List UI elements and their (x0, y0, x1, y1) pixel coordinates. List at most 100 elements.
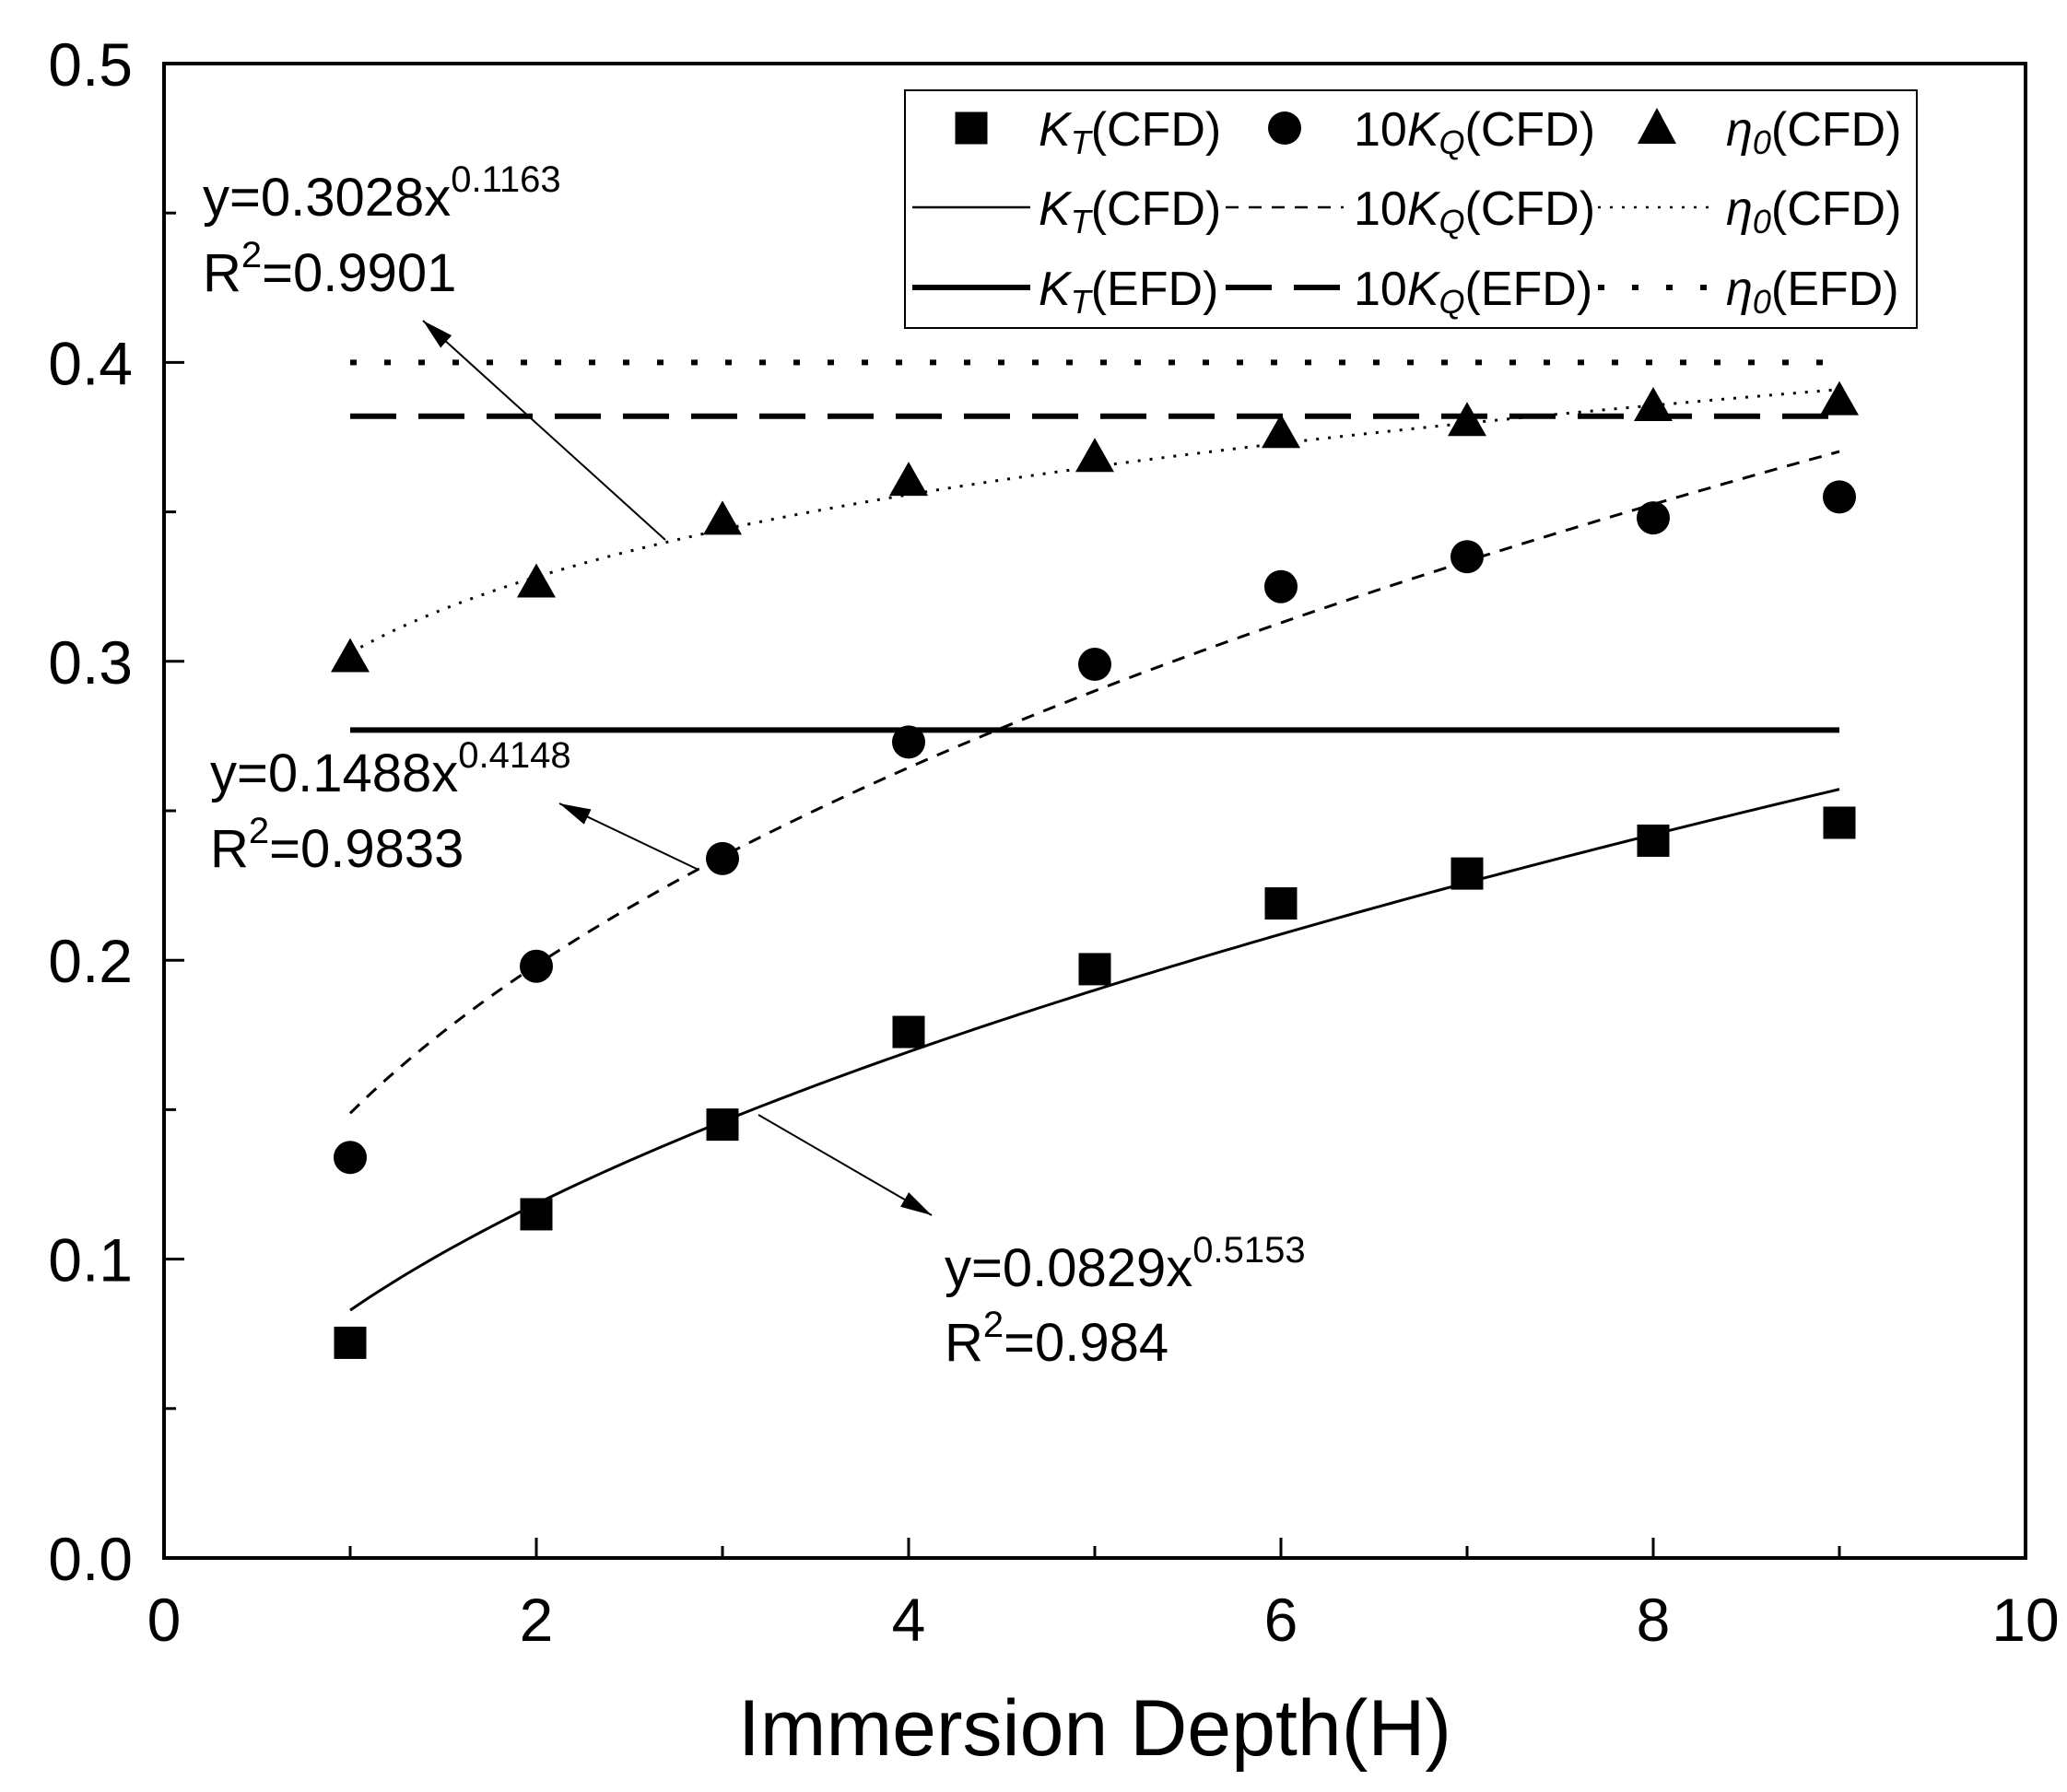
kq-cfd-point (1264, 569, 1298, 603)
eta0-cfd-point (331, 638, 370, 673)
legend-label-base: η (1726, 263, 1753, 316)
annotation-kt-fit: y=0.0829x0.5153 R2=0.984 (758, 1114, 1306, 1373)
kt-cfd-point (520, 1198, 553, 1231)
legend-label-base: K (1039, 182, 1073, 236)
eta0-cfd-point (1820, 381, 1859, 416)
eta0-cfd-point (1075, 438, 1114, 473)
legend-label-kt-efd: KT(EFD) (1039, 263, 1218, 321)
annotation-arrow (422, 320, 666, 541)
legend-label-suffix: (EFD) (1771, 263, 1899, 316)
legend-label-suffix: (CFD) (1771, 103, 1902, 157)
r-squared-value: =0.9833 (269, 819, 464, 879)
annotation-arrow (558, 802, 699, 871)
fit-equation-exponent: 0.5153 (1192, 1230, 1305, 1271)
x-tick-label: 0 (147, 1586, 182, 1654)
annotation-eta0-fit: y=0.3028x0.1163 R2=0.9901 (203, 159, 666, 541)
fit-r-squared: R2=0.9833 (210, 811, 464, 879)
kq-fit-curve (348, 450, 1840, 1115)
y-tick-label: 0.2 (48, 927, 133, 995)
legend-label-subscript: T (1071, 123, 1094, 161)
legend-label-suffix: (CFD) (1091, 182, 1222, 236)
r-squared-power: 2 (983, 1305, 1004, 1345)
y-tick-label: 0.0 (48, 1525, 133, 1593)
x-tick-label: 2 (520, 1586, 554, 1654)
legend-label-subscript: 0 (1753, 283, 1771, 321)
r-squared-value: =0.984 (1004, 1313, 1169, 1373)
fit-r-squared: R2=0.984 (945, 1305, 1169, 1373)
legend-label-prefix: 10 (1354, 263, 1407, 316)
legend-label-subscript: T (1071, 203, 1094, 240)
cfd-data-points (331, 381, 1859, 1359)
efd-reference-lines (350, 359, 1839, 733)
legend-label-eta0-cfd-fit: η0(CFD) (1726, 182, 1901, 240)
legend-label-kt-cfd-fit: KT(CFD) (1039, 182, 1221, 240)
kq-cfd-point (706, 841, 739, 875)
r-squared-power: 2 (241, 235, 262, 275)
legend-label-base: K (1039, 103, 1073, 157)
eta0-cfd-point (1262, 414, 1300, 449)
kt-cfd-point (1450, 857, 1484, 890)
legend-label-base: η (1726, 182, 1753, 236)
x-axis-title: Immersion Depth(H) (738, 1684, 1451, 1773)
legend-box (904, 89, 1918, 329)
fit-equation-exponent: 0.4148 (458, 735, 570, 776)
legend-label-subscript: 0 (1753, 203, 1771, 240)
x-tick-label: 8 (1637, 1586, 1671, 1654)
legend: KT(CFD) 10KQ(CFD) η0(CFD) KT(CFD) 10KQ(C… (904, 89, 1918, 329)
power-fit-curves (348, 388, 1840, 1312)
legend-label-eta0-cfd: η0(CFD) (1726, 103, 1901, 161)
x-tick-label: 10 (1991, 1586, 2059, 1654)
kt-cfd-point (892, 1015, 925, 1048)
fit-equation: y=0.1488x0.4148 (210, 735, 571, 803)
legend-label-suffix: (CFD) (1465, 182, 1596, 236)
kt-cfd-point (1264, 887, 1298, 920)
r-squared-base: R (945, 1313, 983, 1373)
legend-label-suffix: (EFD) (1091, 263, 1219, 316)
r-squared-value: =0.9901 (262, 243, 456, 303)
fit-equation: y=0.3028x0.1163 (203, 159, 561, 228)
legend-label-base: K (1407, 182, 1441, 236)
legend-label-suffix: (EFD) (1465, 263, 1593, 316)
legend-label-eta0-efd: η0(EFD) (1726, 263, 1899, 321)
kt-cfd-point (1637, 824, 1670, 857)
fit-equation-exponent: 0.1163 (451, 159, 560, 200)
legend-label-kt-cfd: KT(CFD) (1039, 103, 1221, 161)
axis-ticks: 0.0 0.1 0.2 0.3 0.4 0.5 0 2 4 6 8 10 (48, 30, 2059, 1654)
legend-triangle-marker (1638, 108, 1676, 144)
legend-label-suffix: (CFD) (1465, 103, 1596, 157)
legend-label-subscript: Q (1439, 203, 1465, 240)
legend-square-marker (955, 111, 988, 145)
kt-fit-curve (349, 788, 1840, 1312)
fit-equation: y=0.0829x0.5153 (945, 1230, 1306, 1298)
kt-cfd-point (334, 1326, 367, 1359)
eta0-cfd-point (889, 462, 928, 497)
fit-equation-base: y=0.3028x (203, 168, 451, 228)
eta0-cfd-point (1448, 402, 1486, 437)
x-tick-label: 6 (1264, 1586, 1298, 1654)
y-tick-label: 0.3 (48, 628, 133, 697)
r-squared-base: R (203, 243, 241, 303)
legend-label-subscript: Q (1439, 283, 1465, 321)
kq-cfd-point (892, 725, 925, 759)
kq-cfd-point (334, 1141, 367, 1175)
legend-label-base: K (1407, 263, 1441, 316)
r-squared-power: 2 (249, 811, 269, 851)
legend-label-prefix: 10 (1354, 182, 1407, 236)
fit-equation-base: y=0.1488x (210, 744, 458, 803)
r-squared-base: R (210, 819, 249, 879)
legend-label-10kq-cfd-fit: 10KQ(CFD) (1354, 182, 1595, 240)
legend-label-subscript: T (1071, 283, 1094, 321)
legend-label-suffix: (CFD) (1091, 103, 1222, 157)
fit-equation-base: y=0.0829x (945, 1238, 1192, 1298)
legend-label-base: η (1726, 103, 1753, 157)
kt-cfd-point (706, 1108, 739, 1142)
eta0-cfd-point (703, 500, 742, 535)
eta0-cfd-point (517, 563, 556, 598)
x-tick-label: 4 (892, 1586, 926, 1654)
kq-cfd-point (520, 949, 553, 983)
annotation-arrow (758, 1114, 933, 1216)
kt-cfd-point (1078, 953, 1111, 986)
y-tick-label: 0.1 (48, 1226, 133, 1294)
legend-label-base: K (1039, 263, 1073, 316)
